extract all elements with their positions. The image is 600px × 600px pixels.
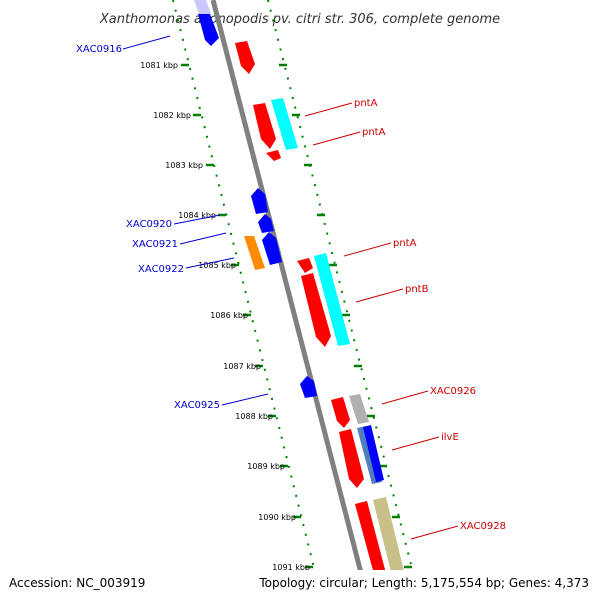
- leader-line: [381, 390, 429, 405]
- forward-labels: pntA pntA pntA pntB XAC0926 ilvE XAC0928: [304, 98, 506, 540]
- gene-XAC0925[interactable]: [300, 376, 317, 398]
- gene-ilvE[interactable]: [339, 429, 364, 488]
- kbp-label: 1084 kbp: [178, 211, 216, 220]
- gene-XAC0916[interactable]: [198, 14, 219, 46]
- label-XAC0921[interactable]: XAC0921: [132, 239, 178, 250]
- gene-pntA-3[interactable]: [297, 258, 313, 273]
- label-pntB[interactable]: pntB: [405, 284, 429, 295]
- kbp-label: 1081 kbp: [140, 61, 178, 70]
- gene-ilvE-cds-blue: [363, 425, 384, 482]
- gene-XAC0921[interactable]: [258, 214, 274, 233]
- leader-line: [304, 102, 353, 117]
- gene-XAC0916-fade: [194, 0, 211, 14]
- leader-line: [391, 436, 440, 451]
- label-ilvE[interactable]: ilvE: [441, 432, 459, 443]
- leader-line: [221, 393, 269, 406]
- gene-XAC0920[interactable]: [251, 188, 268, 214]
- kbp-label: 1082 kbp: [153, 111, 191, 120]
- kbp-label: 1083 kbp: [165, 161, 203, 170]
- gene-XAC0926-cds: [349, 394, 369, 424]
- label-pntA-3[interactable]: pntA: [393, 238, 417, 249]
- leader-line: [185, 257, 235, 269]
- kbp-scale: 1081 kbp 1082 kbp 1083 kbp 1084 kbp 1085…: [140, 61, 310, 572]
- kbp-label: 1091 kbp: [272, 563, 310, 572]
- footer-background: [0, 570, 600, 600]
- reverse-labels: XAC0916 XAC0920 XAC0921 XAC0922 XAC0925: [76, 35, 269, 411]
- gene-pntB[interactable]: [301, 273, 331, 347]
- label-XAC0916[interactable]: XAC0916: [76, 44, 122, 55]
- gene-pntA-2-fragment[interactable]: [266, 150, 281, 161]
- accession-text: Accession: NC_003919: [9, 576, 145, 590]
- gene-forward-unlabeled[interactable]: [235, 41, 255, 74]
- reverse-tick-rail: [172, 0, 323, 600]
- map-title: Xanthomonas axonopodis pv. citri str. 30…: [99, 12, 500, 27]
- label-XAC0925[interactable]: XAC0925: [174, 400, 220, 411]
- gene-pntA-1-cds: [271, 98, 298, 150]
- genome-stats-text: Topology: circular; Length: 5,175,554 bp…: [258, 576, 589, 590]
- genome-backbone: [210, 0, 371, 600]
- leader-line: [312, 131, 361, 146]
- label-XAC0928[interactable]: XAC0928: [460, 521, 506, 532]
- leader-line: [122, 35, 171, 50]
- kbp-label: 1086 kbp: [210, 311, 248, 320]
- kbp-label: 1087 kbp: [223, 362, 261, 371]
- leader-line: [173, 214, 221, 225]
- gene-XAC0922[interactable]: [262, 232, 282, 265]
- leader-line: [410, 525, 459, 540]
- kbp-label: 1090 kbp: [258, 513, 296, 522]
- kbp-label: 1089 kbp: [247, 462, 285, 471]
- forward-major-ticks: [279, 63, 412, 569]
- gene-pntA-1[interactable]: [253, 103, 276, 149]
- gene-XAC0922-cds: [244, 236, 265, 270]
- kbp-label: 1085 kbp: [198, 261, 236, 270]
- label-XAC0922[interactable]: XAC0922: [138, 264, 184, 275]
- reverse-major-ticks: [181, 63, 313, 569]
- gene-pntB-cds: [314, 253, 350, 346]
- label-pntA-2[interactable]: pntA: [362, 127, 386, 138]
- gene-XAC0926[interactable]: [331, 397, 350, 428]
- label-pntA-1[interactable]: pntA: [354, 98, 378, 109]
- leader-line: [343, 242, 392, 257]
- label-XAC0920[interactable]: XAC0920: [126, 219, 172, 230]
- leader-line: [355, 288, 404, 303]
- kbp-label: 1088 kbp: [235, 412, 273, 421]
- label-XAC0926[interactable]: XAC0926: [430, 386, 476, 397]
- leader-line: [179, 232, 227, 245]
- reverse-strand-features: [194, 0, 317, 398]
